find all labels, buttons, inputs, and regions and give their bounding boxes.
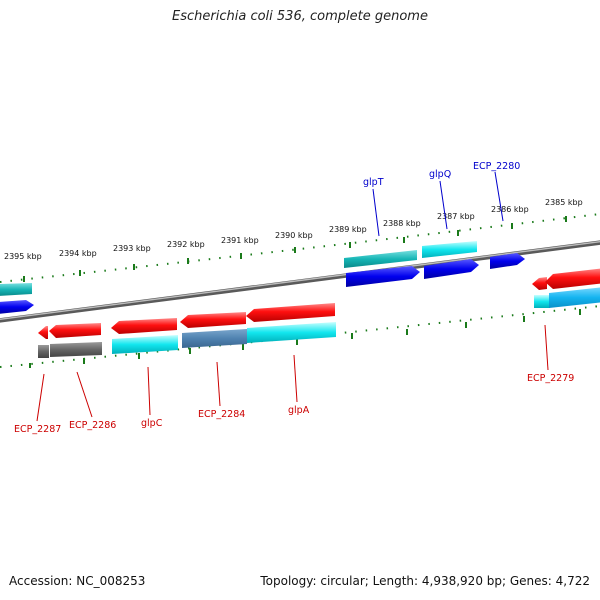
scale-label: 2389 kbp (329, 225, 367, 234)
gene-feature-blue (0, 300, 34, 314)
gene-label-ECP_2286: ECP_2286 (69, 420, 116, 431)
gene-feature-blue (346, 266, 420, 287)
gene-label-ECP_2280: ECP_2280 (473, 161, 520, 172)
scale-label: 2391 kbp (221, 236, 259, 245)
gene-label-ECP_2279: ECP_2279 (527, 373, 574, 384)
forward-label-leaders (372, 171, 504, 237)
genome-summary: Topology: circular; Length: 4,938,920 bp… (260, 574, 590, 588)
map-title: Escherichia coli 536, complete genome (172, 9, 428, 24)
reverse-major-ticks (29, 309, 581, 368)
scale-label: 2390 kbp (275, 231, 313, 240)
scale-label: 2393 kbp (113, 244, 151, 253)
gene-feature-ECP_2287 (38, 326, 48, 339)
gene-label-glpC: glpC (141, 418, 163, 429)
forward-major-ticks (23, 216, 567, 282)
forward-gene-labels: glpT glpQ ECP_2280 (363, 161, 520, 188)
reverse-label-leaders (36, 324, 549, 422)
forward-scale-ruler (0, 213, 600, 283)
scale-label: 2395 kbp (4, 252, 42, 261)
gene-label-ECP_2287: ECP_2287 (14, 424, 61, 435)
genome-backbone-highlight (0, 240, 600, 321)
reverse-strand-features (38, 268, 600, 358)
scale-label: 2388 kbp (383, 219, 421, 228)
gene-feature-blue (424, 259, 479, 279)
gene-feature-sky (549, 287, 600, 308)
scale-label: 2386 kbp (491, 205, 529, 214)
gene-feature-grey (38, 345, 49, 358)
gene-feature-red (545, 268, 600, 289)
scale-labels: 2395 kbp 2394 kbp 2393 kbp 2392 kbp 2391… (4, 198, 583, 261)
gene-feature-ECP_2284 (180, 312, 246, 328)
gene-feature-ECP_2286 (49, 323, 101, 338)
gene-feature-glpC (111, 318, 177, 334)
gene-feature-glpQ (422, 241, 477, 258)
gene-feature-teal (0, 283, 32, 296)
gene-label-glpT: glpT (363, 177, 384, 188)
gene-feature-ECP_2279 (532, 277, 547, 290)
gene-feature-glpA-cyan (247, 322, 336, 343)
forward-strand-features (0, 241, 525, 314)
scale-label: 2385 kbp (545, 198, 583, 207)
scale-label: 2394 kbp (59, 249, 97, 258)
gene-feature-glpC-cyan (112, 335, 178, 354)
gene-feature-glpT (344, 250, 417, 268)
reverse-gene-labels: ECP_2287 ECP_2286 glpC ECP_2284 glpA ECP… (14, 373, 574, 435)
gene-feature-steel (182, 329, 247, 348)
genome-backbone (0, 240, 600, 323)
gene-feature-glpA (246, 303, 335, 322)
gene-feature-grey (50, 342, 102, 357)
scale-label: 2387 kbp (437, 212, 475, 221)
scale-label: 2392 kbp (167, 240, 205, 249)
accession-info: Accession: NC_008253 (9, 574, 146, 588)
gene-label-glpA: glpA (288, 405, 310, 416)
gene-feature-ECP_2280 (490, 253, 525, 269)
gene-feature-cyan (534, 295, 550, 308)
gene-label-glpQ: glpQ (429, 169, 451, 180)
gene-label-ECP_2284: ECP_2284 (198, 409, 245, 420)
